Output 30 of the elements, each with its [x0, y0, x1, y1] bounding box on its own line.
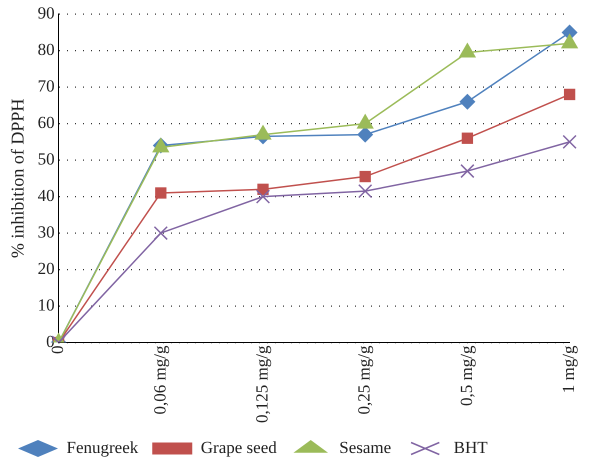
y-tick-label: 40: [38, 186, 55, 206]
point: [564, 88, 576, 100]
y-axis-title: % inhibition of DPPH: [8, 98, 28, 258]
x-tick-label: 0,06 mg/g: [150, 345, 170, 415]
y-tick-label: 50: [38, 150, 55, 169]
point: [562, 134, 577, 150]
point: [358, 184, 372, 198]
legend-label: Grape seed: [200, 438, 278, 457]
point: [460, 164, 475, 178]
y-tick-label: 60: [38, 113, 55, 132]
point: [462, 132, 474, 144]
point: [360, 170, 371, 182]
y-tick-label: 10: [38, 296, 55, 315]
point: [154, 226, 168, 240]
point: [357, 126, 374, 143]
point: [459, 94, 476, 110]
legend-label: Fenugreek: [66, 438, 139, 457]
y-tick-label: 20: [38, 259, 55, 278]
y-tick-label: 30: [38, 222, 55, 242]
y-tick-label: 70: [38, 76, 55, 96]
point: [155, 187, 166, 199]
point: [256, 190, 270, 204]
y-tick-label: 80: [38, 40, 55, 60]
x-tick-label: 0,25 mg/g: [354, 345, 374, 415]
x-tick-label: 1 mg/g: [559, 345, 578, 394]
legend-label: Sesame: [339, 438, 392, 457]
x-tick-label: 0,125 mg/g: [252, 345, 272, 424]
x-tick-label: 0,5 mg/g: [456, 345, 476, 406]
y-tick-label: 90: [38, 4, 55, 23]
legend-label: BHT: [454, 438, 488, 457]
